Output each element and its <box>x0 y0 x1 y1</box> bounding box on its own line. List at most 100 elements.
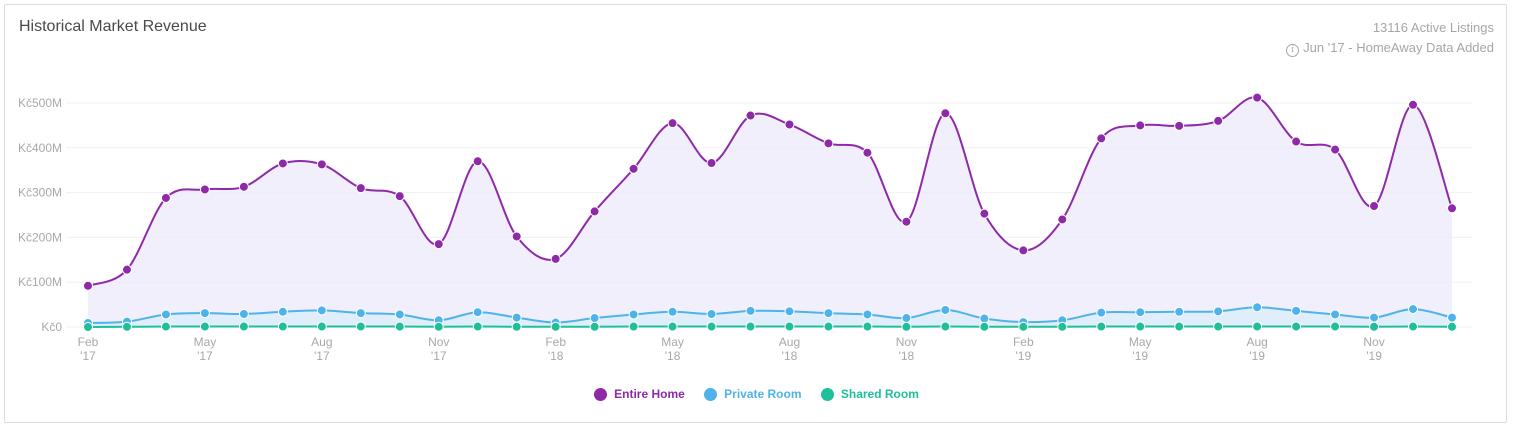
data-point <box>121 321 132 332</box>
data-point <box>277 306 288 317</box>
x-tick-month: Nov <box>428 335 449 349</box>
x-tick-year: '19 <box>1015 349 1031 363</box>
data-point <box>1252 302 1263 313</box>
data-point <box>1408 304 1419 315</box>
data-point <box>550 253 561 264</box>
data-point <box>1057 321 1068 332</box>
x-tick-month: May <box>661 335 684 349</box>
data-point <box>940 304 951 315</box>
data-point <box>394 309 405 320</box>
info-icon[interactable]: i <box>1286 44 1300 57</box>
chart-meta: 13116 Active Listings i Jun '17 - HomeAwa… <box>1286 18 1494 58</box>
data-point <box>862 147 873 158</box>
x-tick-year: '19 <box>1132 349 1148 363</box>
data-point <box>316 321 327 332</box>
legend-label-private-room: Private Room <box>724 387 802 401</box>
x-tick-month: Nov <box>896 335 917 349</box>
data-point <box>667 321 678 332</box>
data-point <box>1291 136 1302 147</box>
data-point <box>1018 321 1029 332</box>
x-tick-year: '18 <box>782 349 798 363</box>
data-point <box>199 321 210 332</box>
y-axis-labels: Kč0 Kč100M Kč200M Kč300M Kč400M Kč500M <box>18 96 62 334</box>
data-point <box>628 163 639 174</box>
x-tick-month: Nov <box>1363 335 1384 349</box>
legend-item-shared-room[interactable]: Shared Room <box>820 387 919 401</box>
data-point <box>316 159 327 170</box>
data-point <box>511 231 522 242</box>
data-point <box>1369 312 1380 323</box>
data-point <box>979 321 990 332</box>
legend-dot-private-room <box>704 387 718 401</box>
data-point <box>823 321 834 332</box>
data-point <box>1174 120 1185 131</box>
data-point <box>433 239 444 250</box>
legend-item-private-room[interactable]: Private Room <box>704 387 802 401</box>
data-note: i Jun '17 - HomeAway Data Added <box>1286 38 1494 58</box>
data-point <box>472 307 483 318</box>
x-tick-month: Aug <box>779 335 800 349</box>
data-point <box>1252 321 1263 332</box>
data-point <box>1213 306 1224 317</box>
data-point <box>199 184 210 195</box>
x-tick-year: '17 <box>431 349 447 363</box>
legend-item-entire-home[interactable]: Entire Home <box>594 387 685 401</box>
data-point <box>589 206 600 217</box>
legend-dot-entire-home <box>594 387 608 401</box>
data-point <box>784 119 795 130</box>
data-point <box>1135 120 1146 131</box>
chart-title: Historical Market Revenue <box>19 18 207 35</box>
data-point <box>550 321 561 332</box>
x-tick-year: '19 <box>1366 349 1382 363</box>
data-point <box>121 264 132 275</box>
data-point <box>511 321 522 332</box>
data-point <box>1408 99 1419 110</box>
data-point <box>1447 312 1457 323</box>
y-tick-label: Kč400M <box>18 141 62 155</box>
y-tick-label: Kč200M <box>18 230 62 244</box>
active-listings-count: 13116 Active Listings <box>1372 20 1494 35</box>
data-point <box>355 321 366 332</box>
data-point <box>1174 321 1185 332</box>
data-point <box>83 280 93 291</box>
x-tick-year: '18 <box>899 349 915 363</box>
x-tick-month: Feb <box>78 335 99 349</box>
data-point <box>277 158 288 169</box>
data-point <box>901 216 912 227</box>
data-point <box>472 156 483 167</box>
data-point <box>199 308 210 319</box>
data-point <box>1369 201 1380 212</box>
chart-legend: Entire Home Private Room Shared Room <box>0 387 1513 404</box>
data-point <box>1447 321 1457 332</box>
data-point <box>589 313 600 324</box>
data-point <box>628 321 639 332</box>
legend-dot-shared-room <box>820 387 834 401</box>
data-point <box>83 322 93 332</box>
data-point <box>667 306 678 317</box>
data-point <box>160 192 171 203</box>
data-point <box>823 138 834 149</box>
data-point <box>160 321 171 332</box>
data-note-text: Jun '17 - HomeAway Data Added <box>1303 40 1494 55</box>
data-point <box>160 309 171 320</box>
y-tick-label: Kč300M <box>18 186 62 200</box>
data-point <box>511 312 522 323</box>
data-point <box>784 321 795 332</box>
data-point <box>238 321 249 332</box>
data-point <box>355 308 366 319</box>
data-point <box>706 158 717 169</box>
data-point <box>901 321 912 332</box>
data-point <box>1330 309 1341 320</box>
x-tick-month: Feb <box>1013 335 1034 349</box>
x-tick-year: '19 <box>1249 349 1265 363</box>
data-point <box>784 306 795 317</box>
data-point <box>1369 321 1380 332</box>
data-point <box>1447 203 1457 214</box>
data-point <box>940 321 951 332</box>
data-point <box>1408 321 1419 332</box>
data-point <box>745 305 756 316</box>
data-point <box>394 321 405 332</box>
data-point <box>667 118 678 129</box>
x-tick-month: Aug <box>311 335 332 349</box>
points-entire-home <box>83 92 1457 291</box>
